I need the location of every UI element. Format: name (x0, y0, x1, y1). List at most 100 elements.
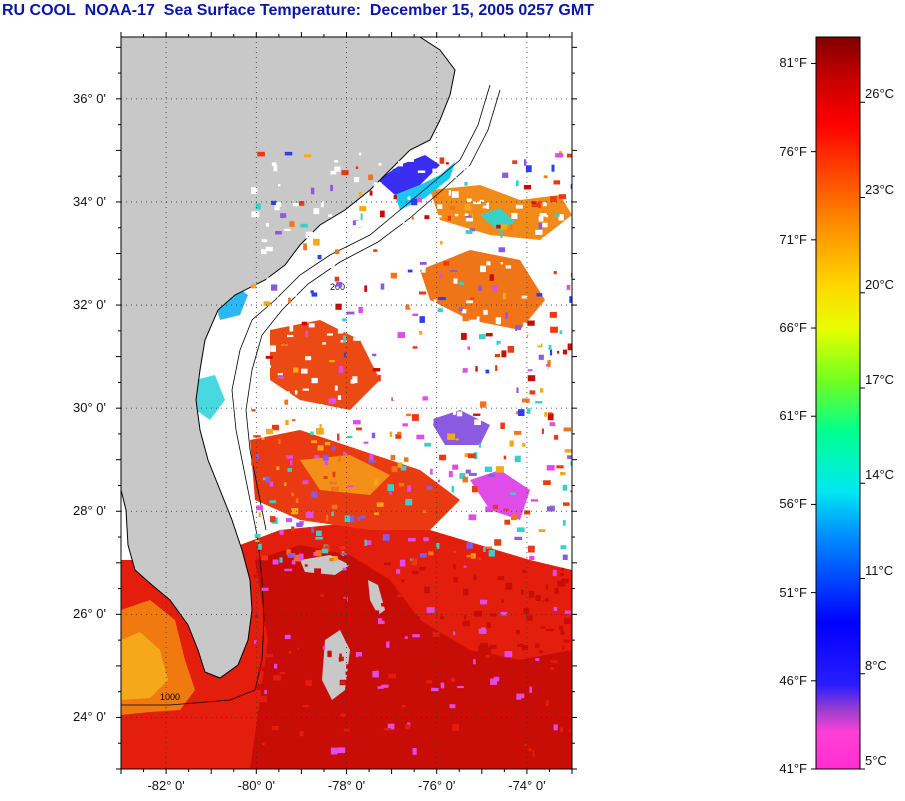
sst-pixel (322, 342, 326, 345)
sst-pixel (498, 247, 506, 253)
land-southeast-us (121, 37, 455, 678)
sst-pixel (346, 311, 355, 315)
sst-pixel (315, 550, 322, 557)
sst-pixel (535, 658, 540, 661)
sst-pixel (437, 656, 440, 660)
sst-pixel (331, 725, 340, 732)
sst-pixel (424, 586, 430, 594)
sst-pixel (268, 572, 272, 575)
sst-pixel (528, 747, 532, 752)
sst-pixel (369, 190, 373, 196)
sst-pixel (316, 530, 322, 536)
sst-pixel (253, 574, 257, 578)
colorbar-celsius-label: 20°C (865, 276, 895, 292)
sst-pixel (558, 645, 563, 651)
sst-pixel (334, 385, 338, 391)
graticule (121, 37, 572, 769)
sst-pixel (501, 369, 505, 372)
sst-pixel (324, 545, 330, 552)
sst-pixel (466, 542, 473, 549)
sst-pixel (252, 304, 255, 311)
sst-pixel (550, 326, 558, 333)
sst-pixel (358, 306, 363, 314)
sst-pixel (333, 313, 339, 320)
sst-pixel (272, 748, 277, 753)
sst-pixel (449, 253, 454, 257)
sst-pixel (303, 581, 310, 586)
sst-pixel (402, 276, 409, 279)
colorbar-celsius-label: 23°C (865, 181, 895, 197)
sst-pixel (450, 270, 458, 272)
sst-pixel (452, 731, 457, 736)
sst-pixel (385, 407, 392, 411)
sst-pixel (271, 705, 275, 711)
sst-pixel (514, 716, 518, 721)
sst-pixel (407, 485, 411, 492)
sst-pixel (550, 196, 557, 202)
sst-pixel (553, 271, 557, 275)
sst-pixel (399, 559, 406, 567)
sst-pixel (374, 479, 379, 486)
sst-pixel (379, 389, 388, 397)
sst-pixel (518, 409, 525, 416)
sst-pixel (321, 548, 329, 554)
sst-pixel (542, 202, 547, 207)
sst-pixel (438, 297, 446, 301)
sst-pixel (533, 695, 541, 700)
title-product: Sea Surface Temperature: (163, 2, 361, 19)
sst-pixel (358, 267, 365, 273)
colorbar-fahrenheit-label: 51°F (779, 584, 807, 600)
sst-pixel (305, 330, 309, 337)
sst-pixel (271, 162, 277, 166)
sst-pixel (528, 175, 536, 179)
sst-pixel (426, 486, 433, 490)
sst-pixel (328, 214, 333, 218)
longitude-label: -82° 0' (147, 778, 185, 793)
sst-pixel (564, 449, 572, 453)
sst-pixel (413, 305, 421, 312)
sst-pixel (255, 454, 260, 459)
sst-pixel (483, 309, 488, 315)
sst-pixel (351, 633, 355, 640)
sst-pixel (263, 623, 267, 626)
sst-pixel (364, 402, 372, 408)
sst-pixel (257, 711, 264, 715)
sst-pixel (435, 576, 439, 583)
sst-pixel (414, 616, 420, 620)
sst-pixel (316, 428, 324, 435)
sst-pixel (453, 577, 458, 583)
sst-pixel (310, 187, 315, 195)
sst-pixel (507, 346, 515, 353)
sst-pixel (340, 681, 346, 685)
sst-pixel (364, 285, 368, 292)
sst-pixel (346, 284, 350, 290)
sst-pixel (440, 615, 444, 620)
sst-pixel (476, 316, 480, 323)
sst-pixel (467, 346, 471, 350)
sst-pixel (526, 179, 535, 185)
sst-pixel (381, 684, 389, 688)
sst-pixel (319, 424, 322, 431)
sst-pixel (293, 367, 299, 373)
sst-pixel (514, 430, 522, 435)
sst-pixel (374, 610, 380, 615)
sst-pixel (408, 157, 414, 162)
sst-pixel (552, 569, 557, 577)
title-satellite: NOAA-17 (84, 2, 155, 19)
sst-pixel (432, 168, 440, 175)
sst-pixel (328, 398, 337, 404)
sst-pixel (383, 728, 392, 731)
sst-pixel (368, 222, 376, 227)
sst-pixel (263, 405, 269, 408)
sst-pixel (543, 175, 548, 179)
sst-pixel (342, 567, 347, 571)
sst-pixel (501, 657, 506, 661)
sst-pixel (516, 387, 519, 393)
latitude-label: 26° 0' (73, 606, 106, 622)
sst-pixel (374, 660, 380, 667)
sst-pixel (354, 227, 363, 231)
sst-pixel (269, 500, 277, 504)
sst-pixel (413, 731, 417, 738)
sst-pixel (475, 711, 479, 719)
sst-pixel (334, 160, 338, 163)
